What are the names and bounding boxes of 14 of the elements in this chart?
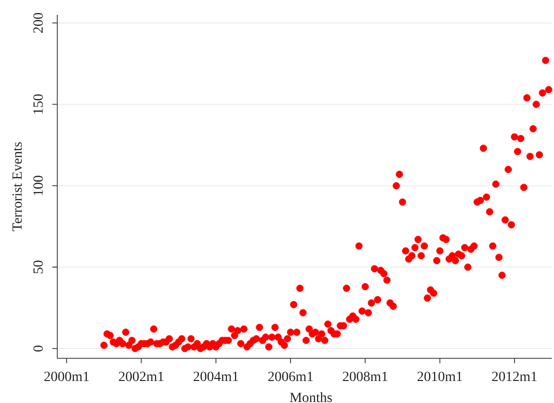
x-tick-label: 2004m1 bbox=[194, 372, 238, 382]
y-tick-label: 50 bbox=[33, 260, 43, 274]
x-tick-label: 2012m1 bbox=[492, 372, 537, 382]
y-tick-label: 150 bbox=[33, 94, 43, 114]
y-tick-label: 100 bbox=[33, 176, 43, 195]
x-tick-label: 2006m1 bbox=[268, 372, 313, 382]
x-tick-label: 2010m1 bbox=[418, 372, 462, 382]
x-tick-label: 2002m1 bbox=[118, 372, 164, 382]
y-tick-label: 0 bbox=[33, 346, 43, 352]
y-axis-title: Terrorist Events bbox=[12, 142, 22, 232]
x-tick-label: 2008m1 bbox=[342, 372, 388, 382]
x-tick-label: 2000m1 bbox=[44, 372, 89, 382]
x-axis-title: Months bbox=[290, 392, 332, 402]
y-tick-label: 200 bbox=[33, 12, 43, 33]
